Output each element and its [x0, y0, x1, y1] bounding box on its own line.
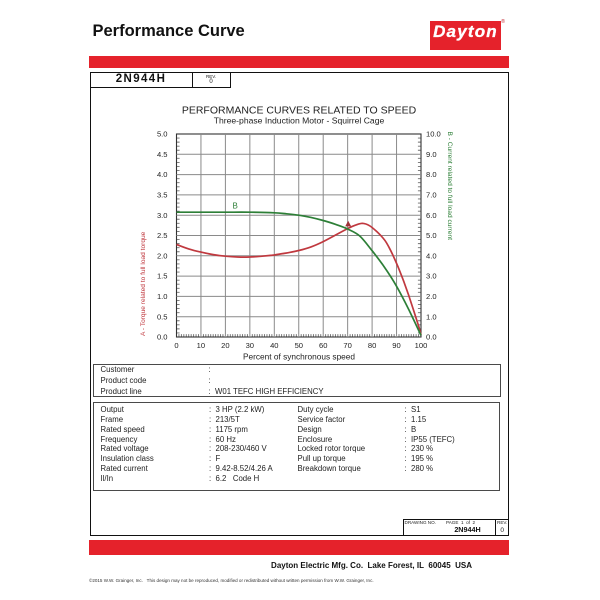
svg-text:0.5: 0.5: [157, 312, 168, 321]
svg-text:70: 70: [343, 341, 351, 350]
svg-text:2.0: 2.0: [426, 292, 437, 301]
svg-text:100: 100: [415, 341, 428, 350]
svg-text:50: 50: [295, 341, 303, 350]
svg-text:60: 60: [319, 341, 327, 350]
svg-text:10.0: 10.0: [426, 130, 441, 139]
svg-text:2.5: 2.5: [157, 231, 168, 240]
svg-text:0.0: 0.0: [157, 333, 168, 342]
svg-text:8.0: 8.0: [426, 170, 437, 179]
svg-text:1.0: 1.0: [426, 312, 437, 321]
svg-text:4.5: 4.5: [157, 150, 168, 159]
svg-text:80: 80: [368, 341, 376, 350]
svg-text:A - Torque related to full loa: A - Torque related to full load torque: [140, 231, 147, 336]
svg-text:9.0: 9.0: [426, 150, 437, 159]
svg-text:B - Current related to full lo: B - Current related to full load current: [446, 132, 453, 241]
svg-text:0.0: 0.0: [426, 333, 437, 342]
svg-text:1.0: 1.0: [157, 292, 168, 301]
svg-text:5.0: 5.0: [426, 231, 437, 240]
svg-text:1.5: 1.5: [157, 272, 168, 281]
svg-text:B: B: [233, 202, 238, 211]
svg-text:10: 10: [197, 341, 205, 350]
svg-text:7.0: 7.0: [426, 191, 437, 200]
svg-text:Percent of synchronous speed: Percent of synchronous speed: [243, 352, 355, 362]
svg-text:4.0: 4.0: [157, 170, 168, 179]
svg-text:90: 90: [392, 341, 400, 350]
svg-text:6.0: 6.0: [426, 211, 437, 220]
svg-text:20: 20: [221, 341, 229, 350]
svg-text:3.5: 3.5: [157, 191, 168, 200]
svg-text:40: 40: [270, 341, 278, 350]
svg-text:2.0: 2.0: [157, 251, 168, 260]
svg-text:30: 30: [246, 341, 254, 350]
svg-text:PERFORMANCE CURVES RELATED TO: PERFORMANCE CURVES RELATED TO SPEED: [182, 105, 417, 117]
svg-text:0: 0: [174, 341, 178, 350]
svg-text:4.0: 4.0: [426, 251, 437, 260]
svg-text:5.0: 5.0: [157, 130, 168, 139]
svg-text:Three-phase Induction Motor -: Three-phase Induction Motor - Squirrel C…: [214, 115, 385, 125]
svg-text:3.0: 3.0: [426, 272, 437, 281]
svg-text:3.0: 3.0: [157, 211, 168, 220]
